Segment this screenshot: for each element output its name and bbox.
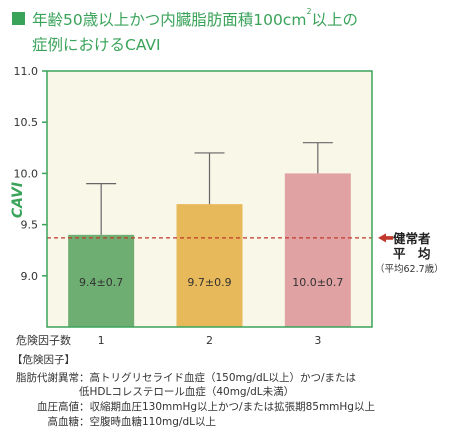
- y-tick-label-2: 10.0: [14, 167, 39, 180]
- cavi-bar-chart: 9.0 9.5 10.0 10.5 11.0 9.4±0.7 1 9.7±0.9 2 10.0±0…: [10, 65, 444, 347]
- bar-value-label-2: 9.7±0.9: [187, 276, 231, 289]
- reference-arrow-icon: [378, 233, 393, 243]
- y-tick-label-4: 11.0: [14, 65, 39, 78]
- footnote-label-bp: 血圧高値: [37, 401, 79, 413]
- bar-3: [284, 173, 351, 327]
- bar-1: [68, 234, 135, 327]
- y-tick-label-3: 10.5: [14, 116, 39, 129]
- x-tick-label-2: 2: [206, 334, 213, 347]
- y-tick-label-0: 9.0: [21, 270, 39, 283]
- x-tick-label-3: 3: [314, 334, 321, 347]
- footnote-row-bp: 血圧高値 ：収縮期血圧130mmHg以上かつ/または拡張期85mmHg以上: [12, 399, 375, 414]
- reference-label-line3: （平均62.7歳）: [375, 263, 444, 275]
- footnote-text-glucose: ：空腹時血糖110mg/dL以上: [79, 416, 216, 428]
- footnote-text-bp: ：収縮期血圧130mmHg以上かつ/または拡張期85mmHg以上: [79, 401, 375, 413]
- title-square-icon: [12, 12, 25, 25]
- footnote-label-glucose: 高血糖: [47, 416, 80, 428]
- bar-2: [176, 204, 243, 327]
- footnote-row-lipid-cont: 低HDLコレステロール血症（40mg/dL未満）: [79, 386, 295, 398]
- footnote-row-lipid: 脂肪代謝異常 ：高トリグリセライド血症（150mg/dL以上）かつ/または: [12, 370, 356, 385]
- reference-label-line2: 平 均: [393, 246, 431, 261]
- footnote-text-lipid: ：高トリグリセライド血症（150mg/dL以上）かつ/または: [79, 372, 357, 384]
- title-line-1: 年齢50歳以上かつ内臓脂肪面積100cm2以上の: [32, 7, 359, 29]
- reference-label-line1: 健常者: [393, 231, 431, 246]
- x-tick-label-1: 1: [98, 334, 105, 347]
- title-line-2: 症例におけるCAVI: [32, 36, 161, 54]
- bar-value-label-1: 9.4±0.7: [79, 276, 123, 289]
- y-axis-label: CAVI: [10, 182, 26, 218]
- plot-frame: [46, 70, 373, 328]
- x-axis-label: 危険因子数: [16, 334, 71, 347]
- footnote-row-glucose: 高血糖 ：空腹時血糖110mg/dL以上: [12, 414, 217, 429]
- bar-value-label-3: 10.0±0.7: [292, 276, 343, 289]
- footnote-title: 【危険因子】: [12, 354, 75, 366]
- footnote-label-lipid: 脂肪代謝異常: [16, 372, 79, 384]
- y-tick-label-1: 9.5: [21, 219, 39, 232]
